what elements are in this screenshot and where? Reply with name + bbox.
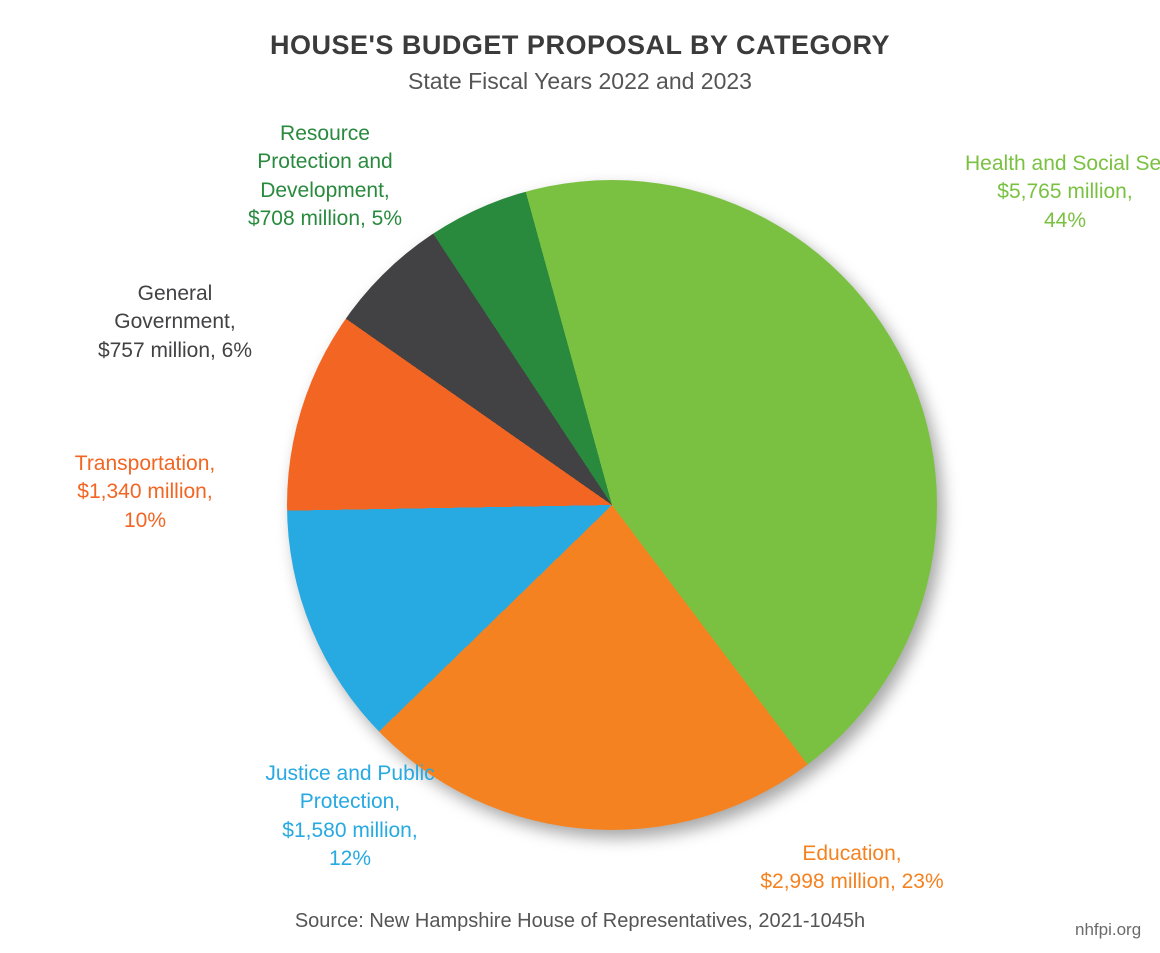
slice-label-line: Transportation, <box>30 450 260 478</box>
pie-wrapper <box>287 180 937 830</box>
slice-label-line: Development, <box>220 177 430 205</box>
chart-title: HOUSE'S BUDGET PROPOSAL BY CATEGORY <box>0 30 1160 61</box>
slice-label-line: 44% <box>965 207 1160 235</box>
slice-label: Transportation,$1,340 million,10% <box>30 450 260 535</box>
slice-label-line: Education, <box>722 840 982 868</box>
source-text: Source: New Hampshire House of Represent… <box>0 910 1160 933</box>
slice-label: Health and Social Services,$5,765 millio… <box>965 150 1160 235</box>
slice-label-line: $757 million, 6% <box>70 337 280 365</box>
slice-label: Justice and PublicProtection,$1,580 mill… <box>240 760 460 873</box>
credit-text: nhfpi.org <box>1075 920 1141 940</box>
slice-label-line: Government, <box>70 308 280 336</box>
slice-label-line: Protection and <box>220 148 430 176</box>
slice-label: ResourceProtection andDevelopment,$708 m… <box>220 120 430 233</box>
chart-subtitle: State Fiscal Years 2022 and 2023 <box>0 68 1160 95</box>
slice-label-line: Protection, <box>240 788 460 816</box>
slice-label: GeneralGovernment,$757 million, 6% <box>70 280 280 365</box>
slice-label-line: $5,765 million, <box>965 178 1160 206</box>
slice-label-line: Health and Social Services, <box>965 150 1160 178</box>
slice-label-line: Resource <box>220 120 430 148</box>
slice-label-line: General <box>70 280 280 308</box>
slice-label-line: $1,340 million, <box>30 478 260 506</box>
chart-stage: HOUSE'S BUDGET PROPOSAL BY CATEGORY Stat… <box>0 0 1160 953</box>
slice-label-line: $708 million, 5% <box>220 205 430 233</box>
slice-label-line: 12% <box>240 845 460 873</box>
slice-label-line: 10% <box>30 507 260 535</box>
slice-label: Education,$2,998 million, 23% <box>722 840 982 897</box>
pie-chart <box>287 180 937 830</box>
slice-label-line: $2,998 million, 23% <box>722 868 982 896</box>
slice-label-line: $1,580 million, <box>240 817 460 845</box>
slice-label-line: Justice and Public <box>240 760 460 788</box>
